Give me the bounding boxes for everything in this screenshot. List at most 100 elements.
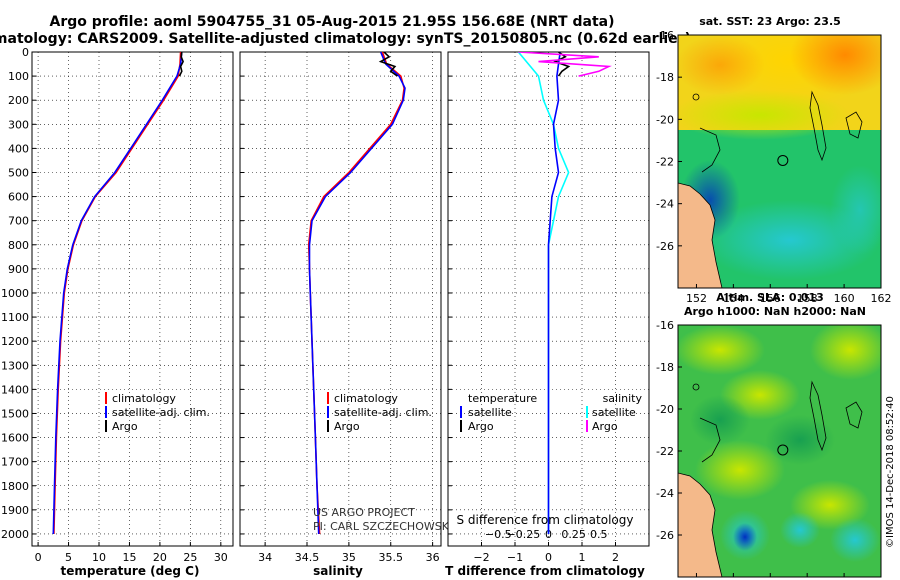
s-tick-label: 0.5 [590,528,608,541]
salinity-axes-frame [239,51,442,547]
depth-tick-label: 1500 [1,407,29,420]
salinity-legend: climatology satellite-adj. clim. Argo [327,392,432,433]
s-tick-label: −0.5 [485,528,512,541]
difference-lines [517,52,612,534]
s-legend-satellite-label: satellite-adj. clim. [334,406,432,419]
sst-land [678,182,723,288]
legend-temperature-title: temperature [468,392,537,405]
salinity-xlabel: salinity [313,564,363,578]
depth-tick-label: 0 [22,46,29,59]
value-tick-label: −1 [507,551,523,564]
value-tick-label: 1 [579,551,586,564]
s-legend-climatology-label: climatology [334,392,398,405]
lat-tick-label: -26 [656,240,674,253]
series-line-satellite-adj-clim- [308,52,406,535]
value-tick-label: 10 [92,551,106,564]
value-tick-label: 25 [183,551,197,564]
salinity-lines [307,52,406,535]
value-tick-label: 35.5 [379,551,404,564]
diff-line-t-satellite [547,52,561,534]
header-line-1: Argo profile: aoml 5904755_31 05-Aug-201… [50,14,615,30]
depth-tick-label: 1700 [1,456,29,469]
depth-tick-label: 1300 [1,359,29,372]
temperature-legend: climatology satellite-adj. clim. Argo [105,392,210,433]
sla-map: Altim. SLA: 0.013 Argo h1000: NaN h2000:… [656,291,882,578]
value-tick-label: 15 [122,551,136,564]
series-line-argo [178,52,184,77]
temperature-lines [52,52,184,535]
value-tick-label: 0 [545,551,552,564]
lat-tick-label: -22 [656,156,674,169]
temperature-ticks: 0100200300400500600700800900100011001200… [1,46,228,564]
temperature-panel: 0100200300400500600700800900100011001200… [1,46,234,578]
depth-tick-label: 400 [8,142,29,155]
depth-tick-label: 1900 [1,504,29,517]
value-tick-label: 36 [426,551,440,564]
sla-argo-marker [777,444,789,456]
depth-tick-label: 800 [8,239,29,252]
series-line-satellite-adj-clim- [52,52,183,535]
depth-tick-label: 1100 [1,311,29,324]
depth-tick-label: 1600 [1,432,29,445]
temperature-xlabel: temperature (deg C) [61,564,200,578]
s-difference-label: S difference from climatology [457,513,634,527]
s-tick-label: −0.25 [507,528,541,541]
depth-tick-label: 500 [8,166,29,179]
lat-tick-label: -16 [656,319,674,332]
d-legend-t-argo-label: Argo [468,420,494,433]
legend-salinity-title: salinity [603,392,643,405]
lon-tick-label: 156 [760,292,781,305]
series-line-argo [378,52,398,77]
difference-legend: temperature satellite Argo salinity sate… [460,392,643,433]
s-tick-label: 0.25 [561,528,586,541]
lat-tick-label: -18 [656,361,674,374]
value-tick-label: 20 [153,551,167,564]
value-tick-label: 0 [35,551,42,564]
value-tick-label: 35 [342,551,356,564]
sla-map-title: Altim. SLA: 0.013 [716,291,823,304]
depth-tick-label: 900 [8,263,29,276]
sst-map-title: sat. SST: 23 Argo: 23.5 [699,15,841,28]
sst-argo-marker [777,154,789,166]
sla-field [678,325,881,577]
project-credit: US ARGO PROJECT [313,506,415,519]
sst-map: sat. SST: 23 Argo: 23.5 152 154 156 158 160 1… [656,15,891,305]
d-legend-t-sat-label: satellite [468,406,512,419]
sst-reef-contour [809,90,827,162]
sst-map-ticks: 152 154 156 158 160 162 -16 -18 -20 -22 -24 -26 [656,29,891,305]
lat-tick-label: -20 [656,403,674,416]
depth-tick-label: 1800 [1,480,29,493]
lat-tick-label: -22 [656,445,674,458]
lat-tick-label: -26 [656,529,674,542]
d-legend-s-argo-label: Argo [592,420,618,433]
depth-tick-label: 300 [8,118,29,131]
lon-tick-label: 158 [797,292,818,305]
s-tick-label: 0 [545,528,552,541]
legend-satellite-label: satellite-adj. clim. [112,406,210,419]
value-tick-label: −2 [473,551,489,564]
lat-tick-label: -20 [656,113,674,126]
difference-panel: −2 −1 0 1 2 −0.5−0.25 0 0.25 0.5 S difference fr… [445,51,650,578]
depth-tick-label: 2000 [1,528,29,541]
s-legend-argo-label: Argo [334,420,360,433]
value-tick-label: 34.5 [295,551,320,564]
legend-argo-label: Argo [112,420,138,433]
value-tick-label: 30 [214,551,228,564]
d-legend-s-sat-label: satellite [592,406,636,419]
lon-tick-label: 162 [871,292,892,305]
temperature-grid [32,51,233,546]
lon-tick-label: 152 [686,292,707,305]
value-tick-label: 34 [258,551,272,564]
depth-tick-label: 1400 [1,383,29,396]
value-tick-label: 2 [612,551,619,564]
sst-field [678,35,881,288]
difference-ticks: −2 −1 0 1 2 −0.5−0.25 0 0.25 0.5 [448,51,619,564]
t-difference-xlabel: T difference from climatology [445,564,645,578]
depth-tick-label: 1200 [1,335,29,348]
depth-tick-label: 1000 [1,287,29,300]
depth-tick-label: 200 [8,94,29,107]
salinity-panel: 34 34.5 35 35.5 36 salinity climatology sate… [239,51,452,578]
header-line-2: Climatology: CARS2009. Satellite-adjuste… [0,31,691,47]
lon-tick-label: 154 [723,292,744,305]
value-tick-label: 5 [65,551,72,564]
